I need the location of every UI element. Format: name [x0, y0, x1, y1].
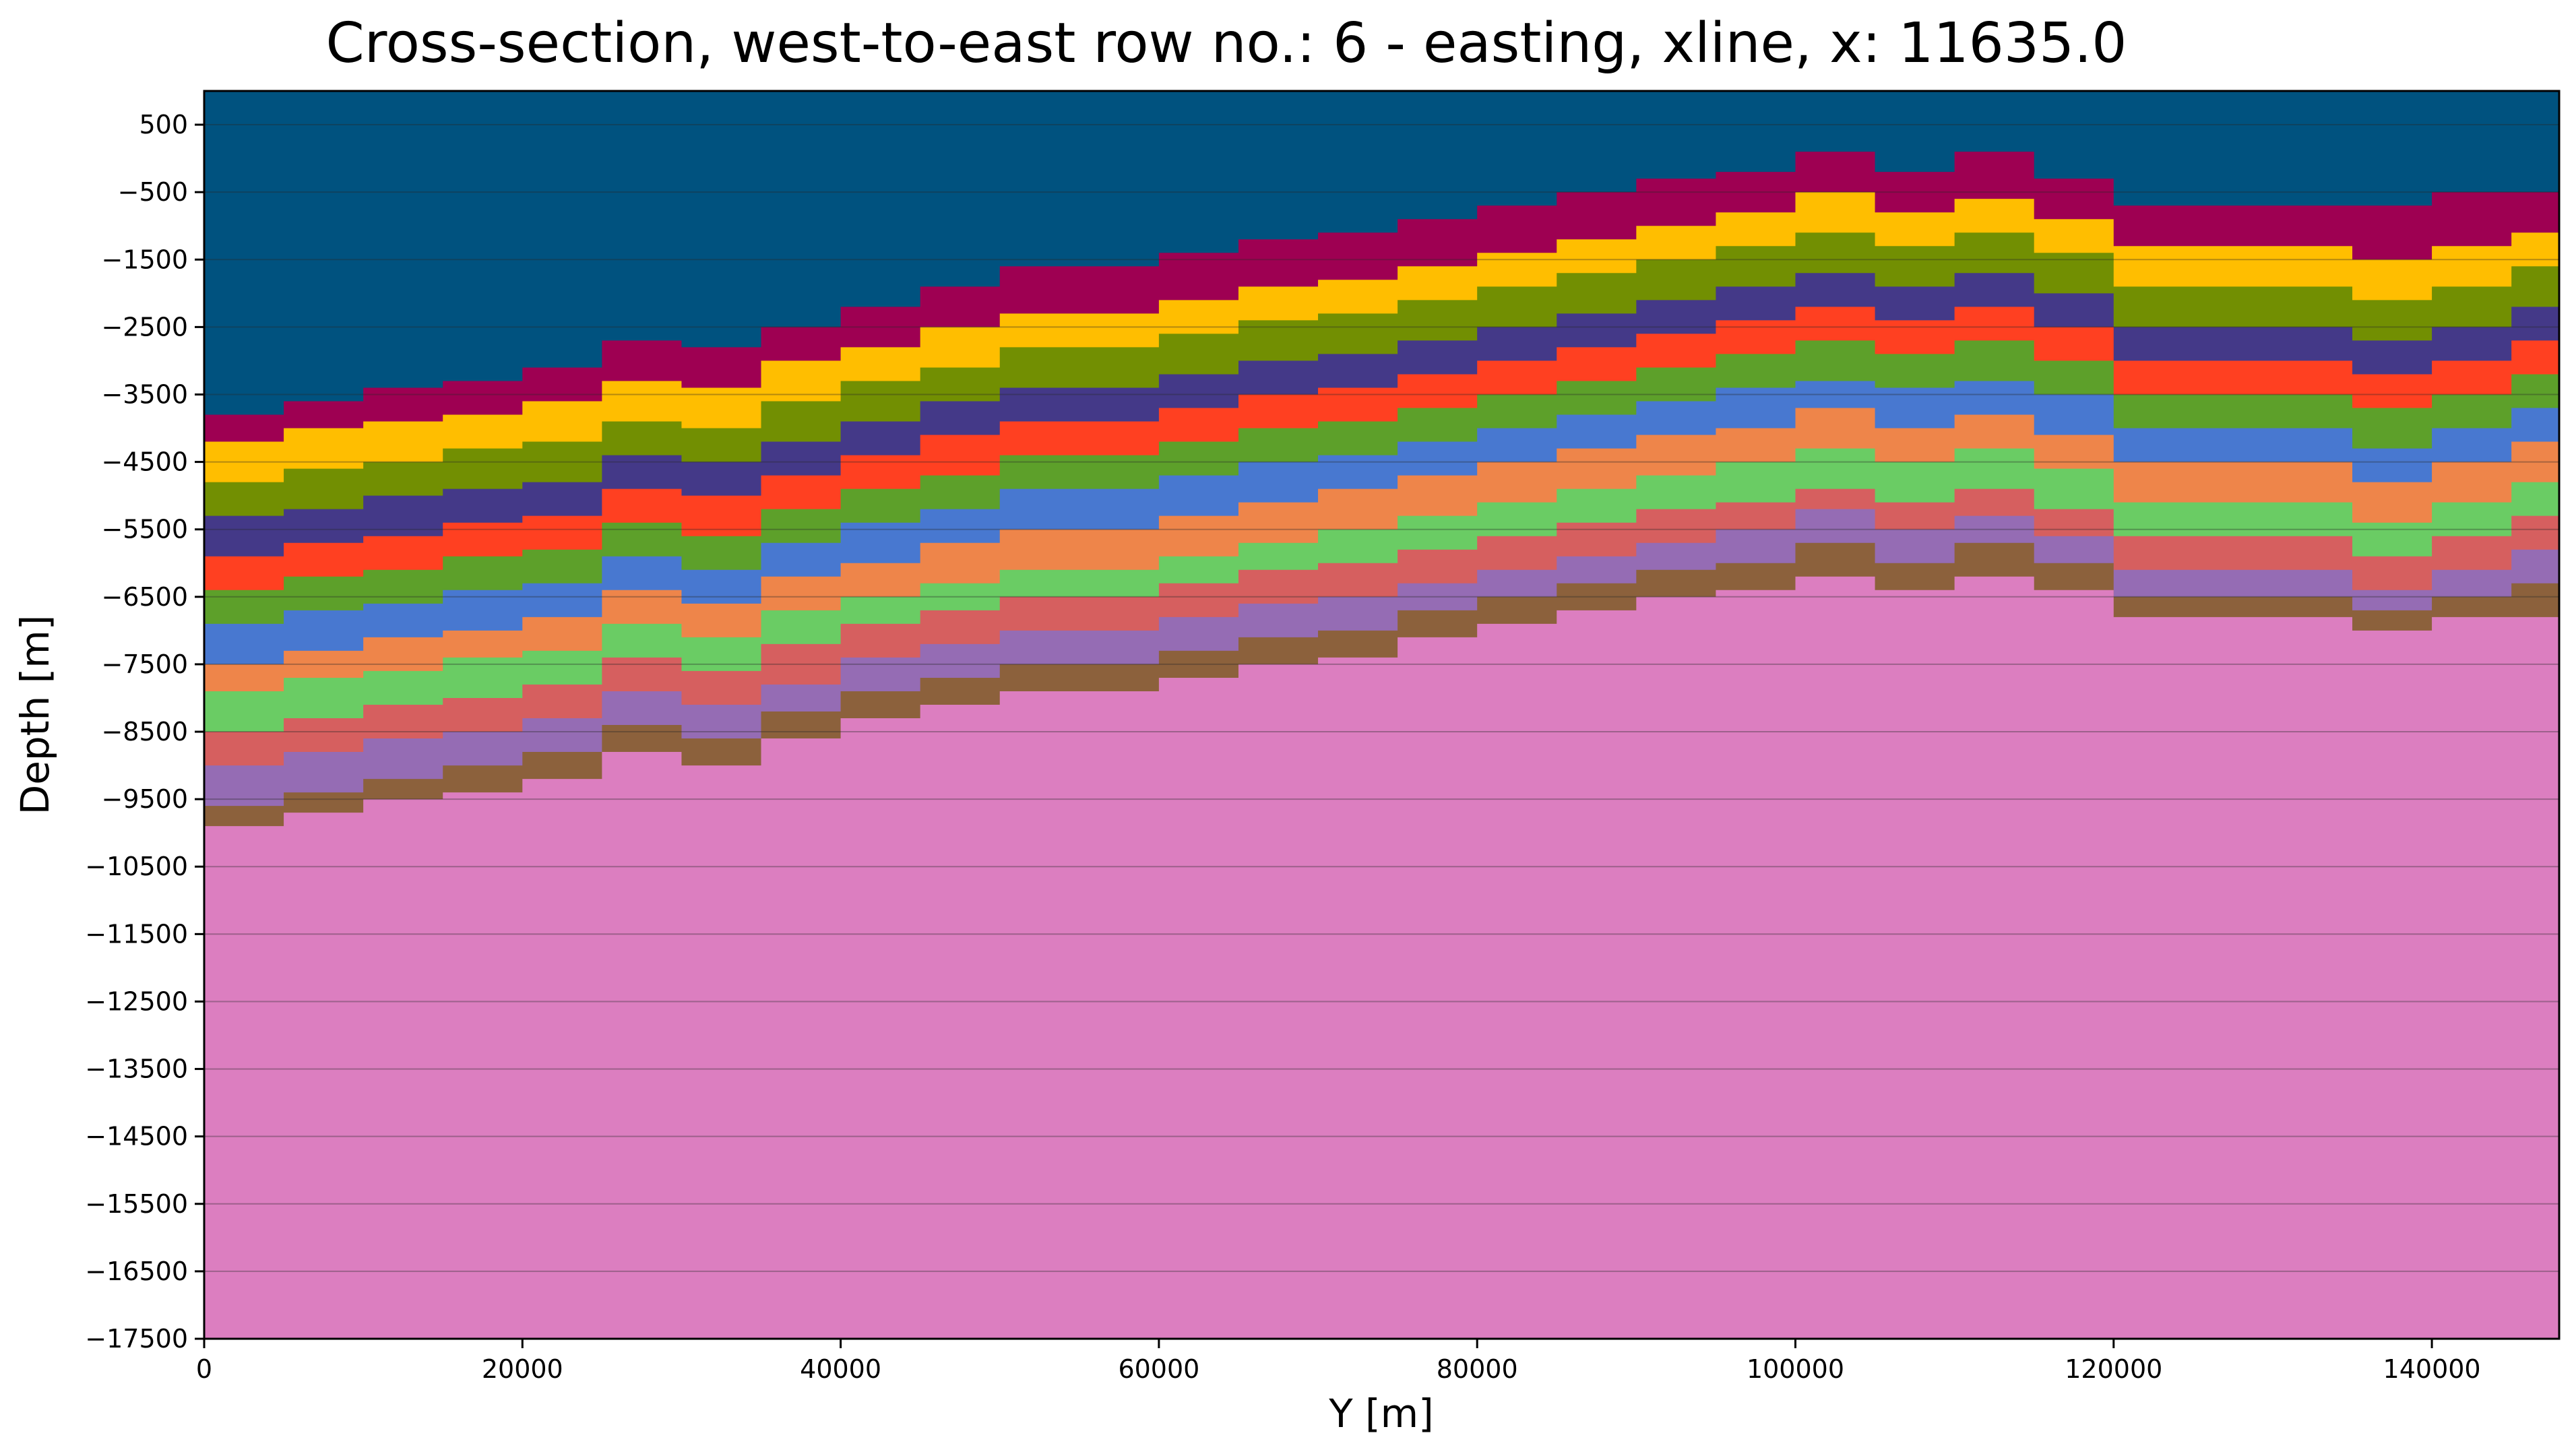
y-tick-label-10: −9500 [101, 784, 188, 814]
y-tick-label-18: −17500 [85, 1324, 188, 1354]
plot-frame [203, 90, 2561, 1340]
y-tick-label-13: −12500 [85, 986, 188, 1016]
y-tick-label-5: −4500 [101, 447, 188, 477]
x-tick-label-4: 80000 [1437, 1354, 1518, 1384]
x-tick-label-7: 140000 [2383, 1354, 2481, 1384]
y-axis-label: Depth [m] [12, 615, 58, 815]
y-tick-label-8: −7500 [101, 650, 188, 679]
gridlines [204, 124, 2559, 1339]
y-axis: 500 −500 −1500 −2500 −3500 −4500 −5500 −6500 −75… [85, 110, 204, 1354]
x-tick-label-2: 40000 [800, 1354, 881, 1384]
x-tick-label-1: 20000 [482, 1354, 563, 1384]
x-tick-label-0: 0 [196, 1354, 212, 1384]
y-tick-label-6: −5500 [101, 515, 188, 544]
x-axis: 0 20000 40000 60000 80000 100000 120000 140000 [196, 1339, 2481, 1384]
y-tick-label-16: −15500 [85, 1189, 188, 1219]
layer-14 [204, 576, 2559, 1339]
y-tick-label-14: −13500 [85, 1054, 188, 1084]
x-tick-label-3: 60000 [1118, 1354, 1199, 1384]
y-tick-label-11: −10500 [85, 852, 188, 881]
y-tick-label-1: −500 [118, 177, 188, 207]
y-tick-label-9: −8500 [101, 717, 188, 747]
y-tick-label-17: −16500 [85, 1257, 188, 1286]
y-tick-label-7: −6500 [101, 582, 188, 612]
y-tick-label-12: −11500 [85, 919, 188, 949]
x-tick-label-6: 120000 [2065, 1354, 2162, 1384]
y-tick-label-15: −14500 [85, 1122, 188, 1151]
y-tick-label-3: −2500 [101, 312, 188, 342]
layer-areas [204, 91, 2559, 1339]
x-axis-label: Y [m] [1328, 1391, 1434, 1436]
x-tick-label-5: 100000 [1747, 1354, 1844, 1384]
y-tick-label-2: −1500 [101, 245, 188, 274]
y-tick-label-0: 500 [139, 110, 188, 139]
y-tick-label-4: −3500 [101, 379, 188, 409]
chart-title: Cross-section, west-to-east row no.: 6 -… [326, 11, 2127, 75]
